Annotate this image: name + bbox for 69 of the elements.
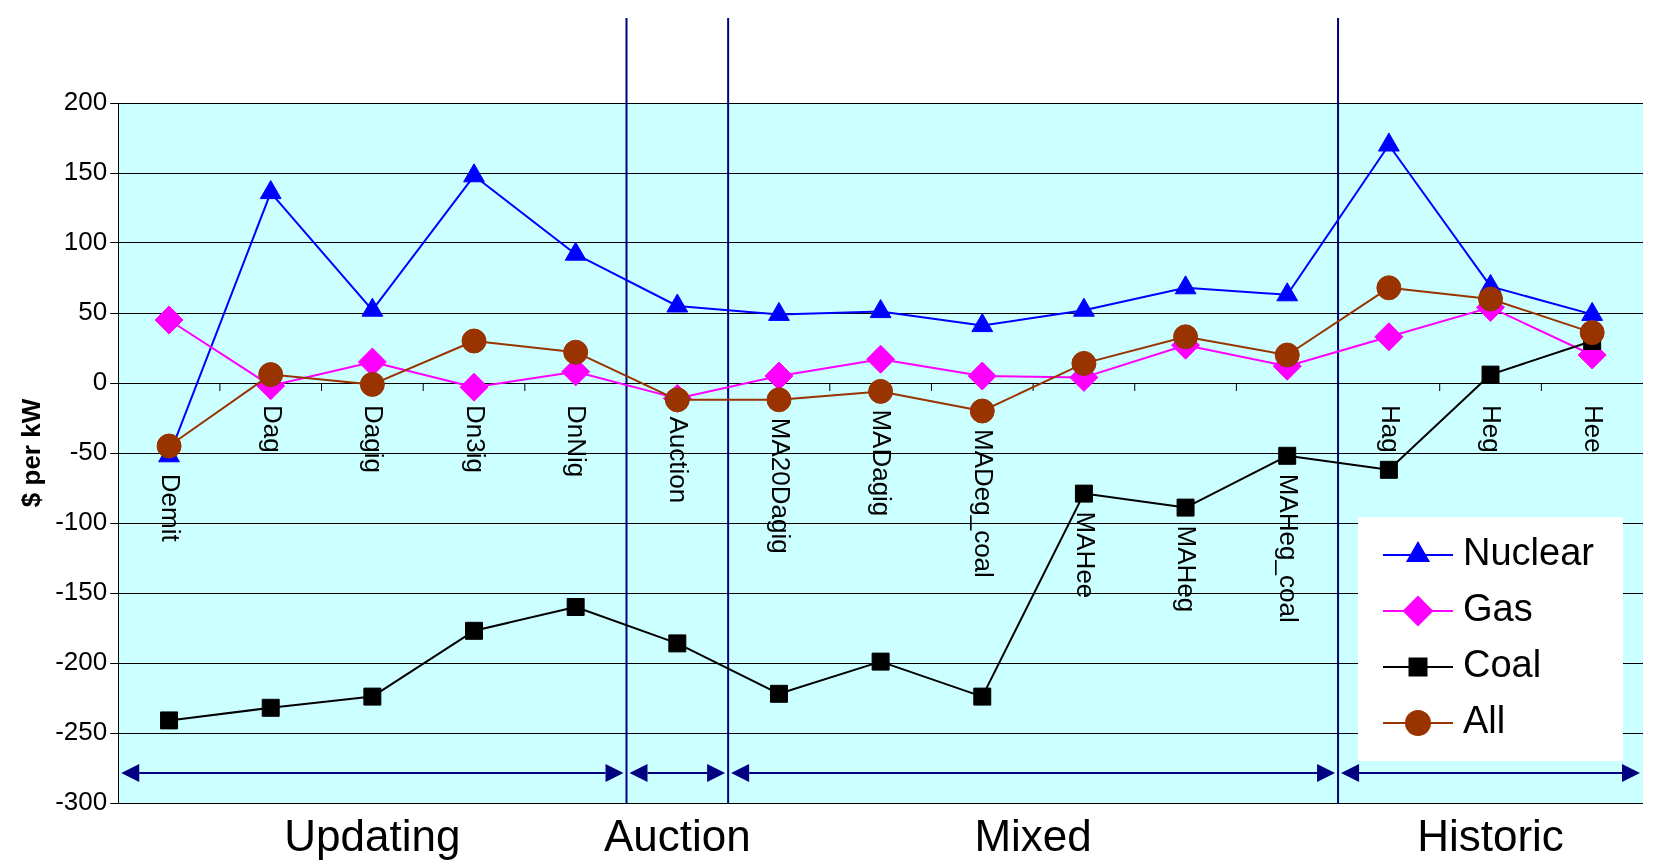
y-axis-title: $ per kW xyxy=(15,398,46,508)
x-tick-label: Hag xyxy=(1375,405,1406,453)
band-label: Updating xyxy=(284,811,461,861)
y-tick-label: -250 xyxy=(55,716,108,747)
point xyxy=(664,387,690,413)
point xyxy=(1379,460,1398,479)
band-label: Auction xyxy=(603,811,751,861)
x-tick-label: Dag xyxy=(257,405,288,453)
point xyxy=(261,698,280,717)
x-tick-label: Dagig xyxy=(359,405,390,473)
point xyxy=(459,372,489,402)
x-tick-label: MADeg_coal xyxy=(969,429,1000,578)
x-tick-label: DnNig xyxy=(562,405,593,478)
point xyxy=(868,378,894,404)
x-tick-label: MADagig xyxy=(867,409,898,517)
point xyxy=(1374,322,1404,352)
y-tick-label: 200 xyxy=(63,86,108,117)
x-tick-label: Heg xyxy=(1477,405,1508,453)
point xyxy=(1176,498,1195,517)
point xyxy=(156,433,182,459)
band-label: Historic xyxy=(1417,811,1564,861)
point xyxy=(258,362,284,388)
x-tick-label: Dn3ig xyxy=(460,405,491,473)
point xyxy=(566,598,585,616)
point xyxy=(967,361,997,391)
y-tick-label: 0 xyxy=(92,366,108,397)
point xyxy=(973,687,992,706)
point xyxy=(359,371,385,397)
point xyxy=(866,344,896,374)
point xyxy=(1278,446,1297,465)
y-tick-label: -200 xyxy=(55,646,108,677)
y-tick-label: -100 xyxy=(55,506,108,537)
point xyxy=(1478,286,1504,312)
point xyxy=(1481,365,1500,384)
x-tick-label: MA20Dagig xyxy=(765,417,796,554)
point xyxy=(1074,484,1093,503)
point xyxy=(465,621,483,640)
band-label: Mixed xyxy=(974,811,1092,861)
point xyxy=(1376,275,1402,301)
x-tick-label: MAHee xyxy=(1070,511,1101,599)
x-tick-label: MAHeg xyxy=(1172,525,1203,613)
y-tick-label: -150 xyxy=(55,576,108,607)
point xyxy=(871,652,890,671)
legend-label: All xyxy=(1463,699,1506,742)
point xyxy=(160,711,179,730)
y-tick-label: -50 xyxy=(69,436,108,467)
point xyxy=(668,634,687,653)
point xyxy=(154,305,184,335)
point xyxy=(1579,320,1605,346)
point xyxy=(563,339,589,365)
point xyxy=(769,684,788,703)
point xyxy=(1173,324,1199,350)
x-tick-label: Auction xyxy=(664,416,695,504)
x-tick-label: Demit xyxy=(155,473,186,543)
point xyxy=(1274,342,1300,368)
y-tick-label: 100 xyxy=(63,226,108,257)
legend-label: Gas xyxy=(1463,587,1533,630)
y-tick-label: -300 xyxy=(55,786,108,817)
y-tick-label: 50 xyxy=(78,296,108,327)
legend-label: Coal xyxy=(1463,643,1542,686)
point xyxy=(969,398,995,424)
legend-label: Nuclear xyxy=(1463,531,1595,574)
point xyxy=(363,687,382,706)
x-tick-label: MAHeg_coal xyxy=(1274,473,1305,623)
point xyxy=(461,328,487,354)
point xyxy=(1071,350,1097,376)
y-tick-label: 150 xyxy=(63,156,108,187)
x-tick-label: Hee xyxy=(1579,405,1609,453)
point xyxy=(766,387,792,413)
